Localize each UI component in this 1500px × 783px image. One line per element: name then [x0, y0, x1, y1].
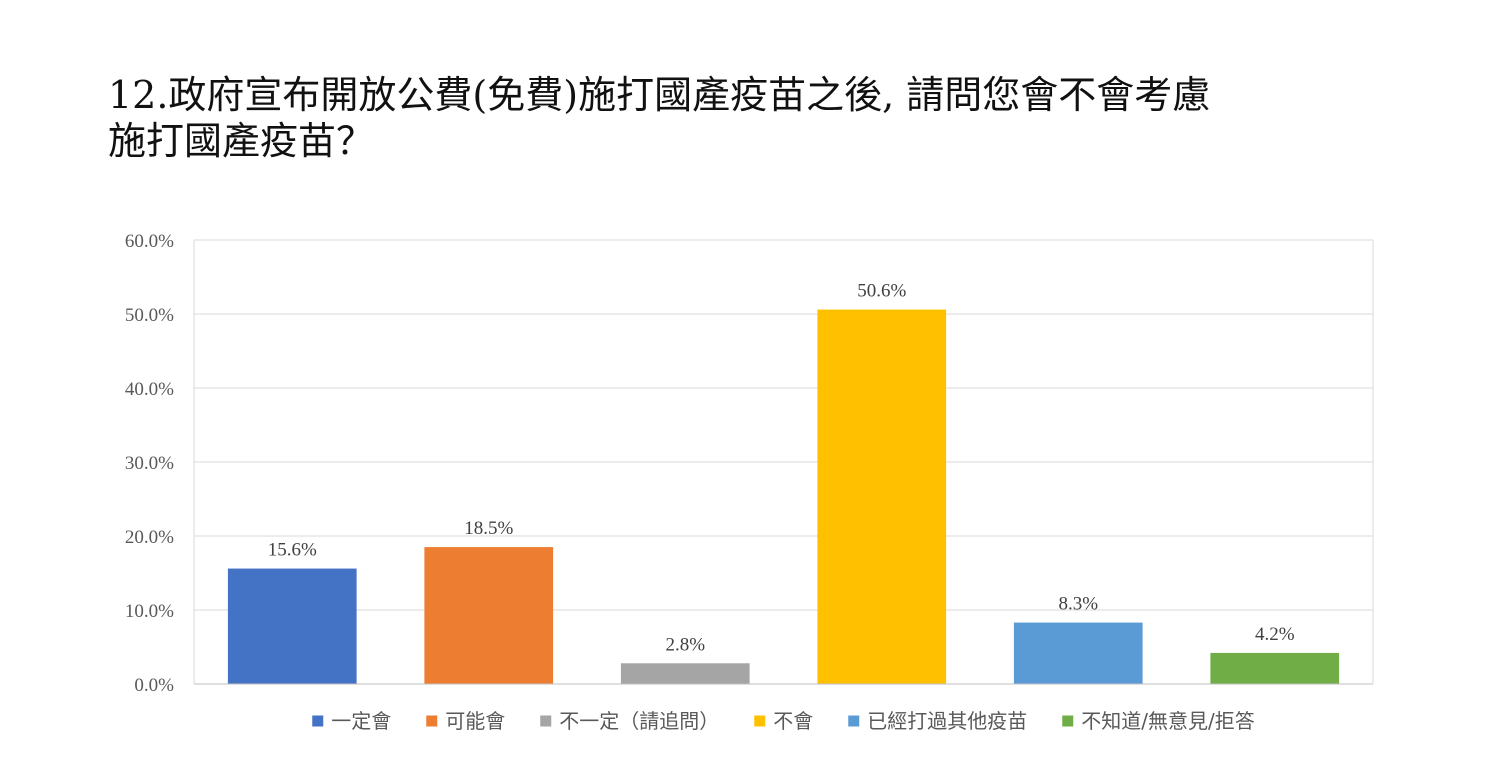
data-label-4: 50.6%: [857, 281, 906, 302]
bar-1: [227, 568, 357, 684]
data-labels: 15.6% 18.5% 2.8% 50.6% 8.3% 4.2%: [268, 281, 1295, 656]
legend-swatch-5: [848, 715, 860, 727]
legend-swatch-4: [754, 715, 766, 727]
y-tick-label-30: 30.0%: [125, 453, 174, 474]
bar-4: [817, 309, 947, 684]
legend-label-4: 不會: [773, 709, 813, 733]
data-label-6: 4.2%: [1255, 624, 1295, 645]
legend-swatch-6: [1062, 715, 1074, 727]
legend-swatch-2: [426, 715, 438, 727]
y-tick-label-60: 60.0%: [125, 231, 174, 252]
bar-6: [1210, 652, 1340, 684]
legend-label-1: 一定會: [331, 709, 391, 733]
gridlines: [194, 239, 1373, 611]
y-axis-tick-labels: 0.0% 10.0% 20.0% 30.0% 40.0% 50.0% 60.0%: [125, 231, 174, 696]
data-label-3: 2.8%: [665, 634, 705, 655]
legend-swatch-1: [312, 715, 324, 727]
legend-label-5: 已經打過其他疫苗: [867, 709, 1027, 733]
bars: [227, 309, 1340, 684]
bar-5: [1013, 622, 1143, 684]
legend-label-3: 不一定（請追問）: [559, 709, 719, 733]
data-label-1: 15.6%: [268, 540, 317, 561]
legend-swatch-3: [540, 715, 552, 727]
chart-title-line-1: 12.政府宣布開放公費(免費)施打國產疫苗之後, 請問您會不會考慮: [108, 73, 1211, 117]
chart-title: 12.政府宣布開放公費(免費)施打國產疫苗之後, 請問您會不會考慮 施打國產疫苗…: [108, 72, 1408, 164]
data-label-5: 8.3%: [1058, 594, 1098, 615]
bar-3: [620, 663, 750, 684]
y-tick-label-0: 0.0%: [134, 675, 174, 696]
data-label-2: 18.5%: [464, 518, 513, 539]
legend-label-6: 不知道/無意見/拒答: [1081, 709, 1254, 733]
y-tick-label-40: 40.0%: [125, 379, 174, 400]
legend: 一定會 可能會 不一定（請追問） 不會 已經打過其他疫苗 不知道/無意見/拒答: [312, 709, 1255, 733]
y-tick-label-50: 50.0%: [125, 305, 174, 326]
legend-label-2: 可能會: [445, 709, 505, 733]
y-tick-label-20: 20.0%: [125, 527, 174, 548]
bar-2: [424, 547, 554, 684]
y-tick-label-10: 10.0%: [125, 601, 174, 622]
axes: [193, 240, 1374, 685]
chart-title-line-2: 施打國產疫苗？: [108, 119, 375, 163]
